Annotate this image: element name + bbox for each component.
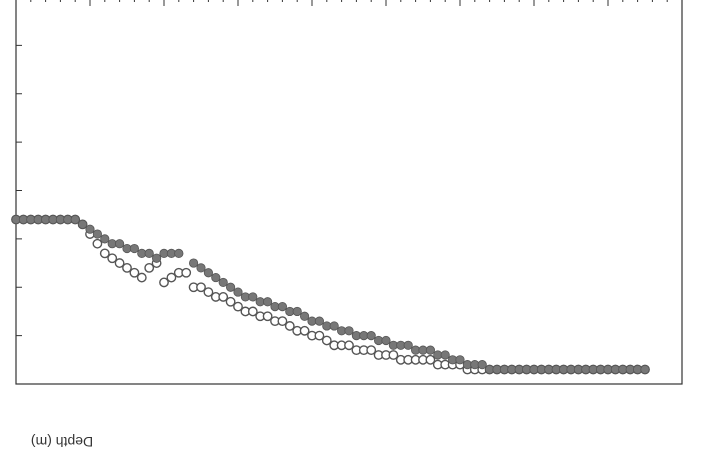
data-point-filled [100,234,110,244]
data-point-open [107,253,118,264]
data-point-open [122,262,132,273]
data-point-open [262,311,273,322]
data-point-filled [203,268,214,278]
data-point-filled [292,306,302,317]
data-point-filled [425,345,436,355]
data-point-filled [300,311,310,321]
data-point-filled [277,302,288,312]
data-point-open [247,306,258,317]
data-point-open [203,287,214,297]
data-point-filled [233,287,243,297]
data-point-filled [188,258,199,268]
data-point-open [92,238,103,249]
data-point-open [366,345,377,356]
data-point-filled [70,214,80,225]
data-point-filled [77,219,88,229]
series-filled-circles [11,214,650,375]
data-point-filled [85,224,95,234]
data-point-filled [211,272,221,283]
data-point-filled [329,321,339,331]
data-point-filled [263,297,273,307]
data-point-filled [314,316,325,326]
data-point-filled [248,292,258,302]
data-point-filled [477,360,487,370]
data-point-open [99,248,110,259]
x-axis-ticks [15,0,683,6]
data-point-open [136,272,147,283]
data-point-open [114,258,125,268]
data-point-filled [455,355,465,365]
data-point-open [388,350,399,360]
data-point-open [344,340,354,351]
y-axis-ticks [16,44,22,337]
data-point-open [218,292,229,302]
data-point-filled [218,277,228,288]
data-point-open [159,277,169,288]
data-point-open [425,354,436,365]
data-point-open [299,325,310,336]
data-point-filled [226,282,236,292]
data-point-open [181,267,192,278]
data-point-filled [403,340,413,350]
data-point-filled [344,326,354,336]
data-point-filled [640,364,650,375]
data-point-open [196,282,206,293]
data-point-open [321,335,332,346]
data-point-filled [381,335,391,346]
data-point-open [277,316,288,327]
data-point-filled [151,253,162,263]
data-point-open [233,301,243,312]
data-point-filled [129,243,140,254]
x-axis-title: Depth (m) [31,434,93,450]
data-point-filled [196,263,206,273]
data-point-open [284,321,295,331]
data-point-filled [440,350,450,360]
data-point-open [129,267,140,278]
data-point-filled [144,248,154,258]
data-point-open [166,272,177,283]
data-point-filled [174,248,184,258]
data-point-filled [114,239,125,249]
data-point-filled [366,331,376,341]
data-point-open [225,296,236,307]
data-point-open [144,262,155,273]
data-point-open [314,330,325,341]
data-point-filled [92,229,103,239]
